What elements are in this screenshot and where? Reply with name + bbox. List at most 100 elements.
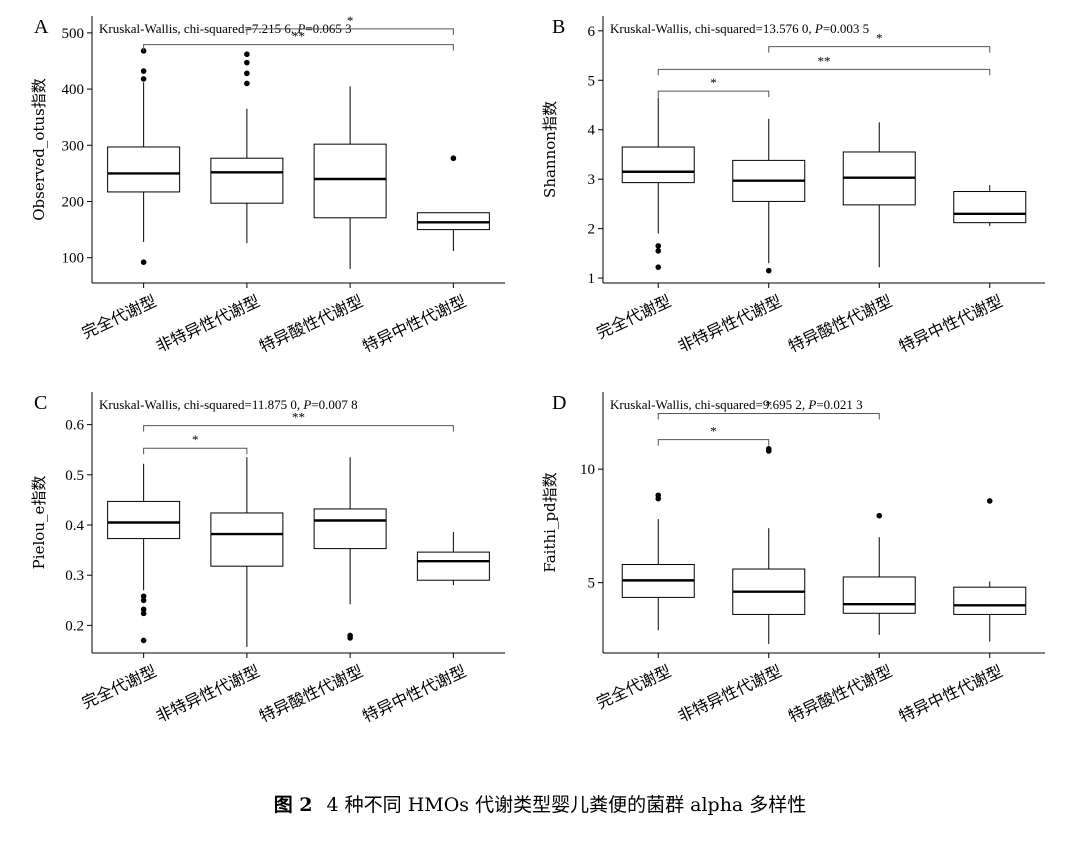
kruskal-wallis-stat: Kruskal-Wallis, chi-squared=11.875 0, P=… bbox=[99, 397, 358, 412]
bracket-line bbox=[657, 90, 770, 98]
significance-label: * bbox=[766, 398, 773, 413]
outlier-point bbox=[244, 51, 250, 58]
y-tick-label: 200 bbox=[62, 194, 85, 210]
x-category-label: 特异中性代谢型 bbox=[896, 291, 1006, 356]
box-4 bbox=[953, 498, 1027, 642]
kruskal-wallis-stat: Kruskal-Wallis, chi-squared=9.695 2, P=0… bbox=[610, 397, 863, 412]
y-tick-label: 2 bbox=[588, 222, 596, 238]
outlier-point bbox=[140, 68, 147, 74]
bracket-line bbox=[143, 44, 454, 51]
y-tick-label: 5 bbox=[588, 73, 596, 89]
significance-label: ** bbox=[292, 410, 305, 425]
significance-label: * bbox=[876, 31, 883, 46]
box-1 bbox=[107, 48, 181, 266]
outlier-point bbox=[140, 76, 147, 82]
box-1 bbox=[621, 492, 695, 631]
significance-bracket: * bbox=[657, 75, 770, 98]
bracket-line bbox=[143, 425, 454, 432]
panel-letter: B bbox=[552, 16, 565, 38]
significance-bracket: ** bbox=[143, 29, 454, 51]
x-category-label: 完全代谢型 bbox=[79, 661, 160, 712]
panel-d: D Kruskal-Wallis, chi-squared=9.695 2, P=… bbox=[541, 392, 1045, 726]
bracket-line bbox=[143, 447, 248, 455]
box-4 bbox=[953, 185, 1027, 227]
x-category-label: 完全代谢型 bbox=[79, 291, 160, 342]
significance-label: * bbox=[710, 424, 717, 439]
x-category-label: 非特异性代谢型 bbox=[675, 291, 785, 356]
x-category-label: 完全代谢型 bbox=[593, 661, 674, 712]
figure-caption: 图 2 4 种不同 HMOs 代谢类型婴儿粪便的菌群 alpha 多样性 bbox=[0, 790, 1080, 817]
y-tick-label: 500 bbox=[62, 26, 85, 42]
figure-number: 图 2 bbox=[273, 794, 313, 816]
box-1 bbox=[621, 97, 695, 270]
outlier-point bbox=[140, 259, 147, 266]
box-2 bbox=[732, 445, 806, 644]
panel-letter: D bbox=[552, 392, 566, 414]
y-tick-label: 400 bbox=[62, 82, 85, 98]
outlier-point bbox=[655, 243, 662, 249]
y-tick-label: 100 bbox=[62, 251, 85, 267]
x-category-label: 特异酸性代谢型 bbox=[256, 661, 366, 726]
box-3 bbox=[313, 457, 387, 641]
box-3 bbox=[842, 122, 916, 268]
box-2 bbox=[732, 118, 806, 274]
y-tick-label: 4 bbox=[588, 123, 596, 139]
x-category-label: 特异中性代谢型 bbox=[360, 291, 470, 356]
y-tick-label: 0.3 bbox=[65, 568, 84, 584]
significance-bracket: ** bbox=[657, 53, 991, 76]
significance-bracket: * bbox=[143, 432, 248, 455]
x-category-label: 特异中性代谢型 bbox=[896, 661, 1006, 726]
outlier-point bbox=[244, 59, 250, 66]
significance-label: * bbox=[347, 13, 354, 28]
x-category-label: 完全代谢型 bbox=[593, 291, 674, 342]
box-4 bbox=[416, 155, 490, 251]
significance-bracket: * bbox=[657, 398, 880, 420]
significance-bracket: * bbox=[246, 13, 454, 35]
y-tick-label: 5 bbox=[588, 576, 596, 592]
iqr-box bbox=[621, 146, 695, 184]
iqr-box bbox=[210, 157, 284, 204]
outlier-point bbox=[140, 606, 147, 613]
y-axis-label: Observed_otus指数 bbox=[30, 78, 48, 221]
y-tick-label: 10 bbox=[580, 462, 595, 478]
kruskal-wallis-stat: Kruskal-Wallis, chi-squared=13.576 0, P=… bbox=[610, 21, 869, 36]
significance-label: * bbox=[710, 75, 717, 90]
outlier-point bbox=[655, 248, 662, 254]
outlier-point bbox=[140, 48, 147, 54]
outlier-point bbox=[450, 155, 457, 162]
iqr-box bbox=[313, 508, 387, 550]
figure-caption-text: 4 种不同 HMOs 代谢类型婴儿粪便的菌群 alpha 多样性 bbox=[326, 794, 807, 816]
significance-label: * bbox=[192, 432, 199, 447]
x-category-label: 非特异性代谢型 bbox=[153, 291, 263, 356]
bracket-line bbox=[768, 46, 991, 53]
outlier-point bbox=[244, 80, 250, 87]
panel-letter: A bbox=[34, 16, 49, 38]
bracket-line bbox=[657, 413, 880, 420]
outlier-point bbox=[655, 264, 662, 270]
outlier-point bbox=[140, 637, 147, 644]
significance-bracket: * bbox=[657, 424, 770, 446]
outlier-point bbox=[765, 267, 772, 274]
y-axis-label: Shannon指数 bbox=[541, 101, 559, 198]
iqr-box bbox=[210, 512, 284, 567]
box-2 bbox=[210, 51, 284, 244]
y-tick-label: 300 bbox=[62, 138, 85, 154]
bracket-line bbox=[657, 439, 770, 446]
box-3 bbox=[313, 86, 387, 269]
box-4 bbox=[416, 532, 490, 586]
bracket-line bbox=[246, 28, 454, 35]
x-category-label: 非特异性代谢型 bbox=[675, 661, 785, 726]
outlier-point bbox=[140, 593, 147, 600]
box-2 bbox=[210, 457, 284, 647]
y-tick-label: 0.4 bbox=[65, 518, 84, 534]
box-1 bbox=[107, 463, 181, 644]
x-category-label: 特异酸性代谢型 bbox=[785, 661, 895, 726]
panel-letter: C bbox=[34, 392, 47, 414]
panel-a: A Kruskal-Wallis, chi-squared=7.215 6, P=… bbox=[30, 13, 505, 356]
x-category-label: 特异中性代谢型 bbox=[360, 661, 470, 726]
panel-c: C Kruskal-Wallis, chi-squared=11.875 0, P… bbox=[30, 392, 505, 726]
outlier-point bbox=[765, 445, 772, 452]
iqr-box bbox=[107, 146, 181, 193]
x-category-label: 特异酸性代谢型 bbox=[256, 291, 366, 356]
